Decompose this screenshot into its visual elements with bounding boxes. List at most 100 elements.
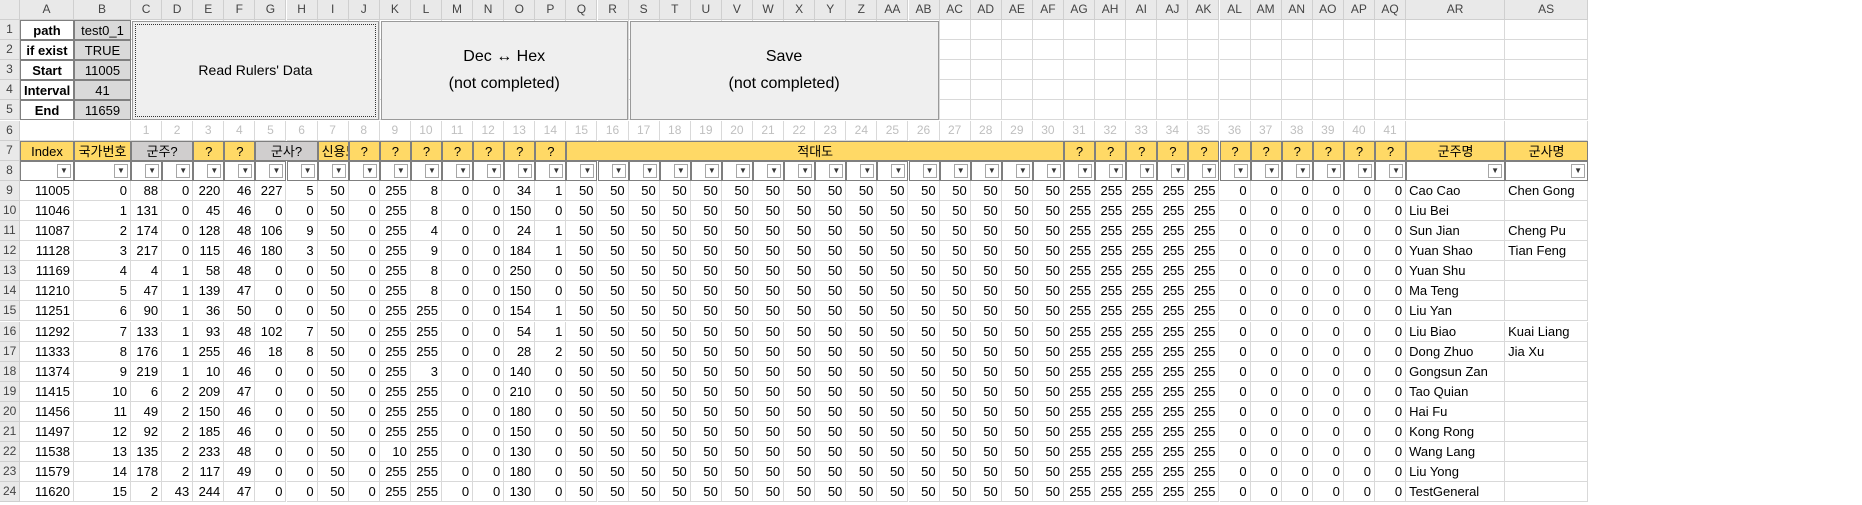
data-cell[interactable]: 0 [473,321,505,342]
data-cell[interactable]: 2 [131,482,163,503]
hostility-cell[interactable]: 50 [877,200,909,221]
data-cell[interactable]: 0 [1312,422,1344,443]
data-cell[interactable]: 58 [193,261,225,282]
hostility-cell[interactable]: 50 [970,482,1002,503]
data-cell[interactable] [1505,422,1589,443]
row-header[interactable]: 7 [0,140,20,161]
data-cell[interactable]: 0 [286,422,318,443]
hostility-cell[interactable]: 50 [628,462,660,483]
hostility-cell[interactable]: 50 [1032,442,1064,463]
grid-cell[interactable] [939,20,971,41]
data-cell[interactable]: 0 [1312,462,1344,483]
hostility-cell[interactable]: 50 [784,281,816,302]
hostility-cell[interactable]: 50 [784,180,816,201]
data-cell[interactable]: 0 [1375,200,1407,221]
column-header[interactable]: E [193,0,225,20]
hostility-cell[interactable]: 50 [597,462,629,483]
data-cell[interactable]: 255 [379,241,411,262]
data-cell[interactable]: 0 [286,381,318,402]
data-cell[interactable]: 0 [1343,341,1375,362]
data-cell[interactable]: 0 [1219,241,1251,262]
data-cell[interactable]: 255 [1188,462,1220,483]
data-cell[interactable]: 255 [1157,422,1189,443]
data-cell[interactable]: 1 [535,241,567,262]
hostility-cell[interactable]: 50 [597,401,629,422]
data-cell[interactable]: 255 [1064,221,1096,242]
hostility-cell[interactable]: 50 [690,241,722,262]
hostility-cell[interactable]: 50 [939,241,971,262]
data-cell[interactable]: 34 [504,180,536,201]
data-cell[interactable]: 46 [224,241,256,262]
hostility-cell[interactable]: 50 [784,221,816,242]
hostility-cell[interactable]: 50 [659,482,691,503]
data-cell[interactable]: 255 [1188,241,1220,262]
hostility-cell[interactable]: 50 [721,341,753,362]
data-cell[interactable]: 0 [535,462,567,483]
data-cell[interactable]: 255 [1188,301,1220,322]
filter-dropdown-icon[interactable]: ▼ [176,163,191,178]
param-value[interactable]: 41 [74,80,131,101]
data-cell[interactable]: 0 [1375,401,1407,422]
grid-cell[interactable] [1032,60,1064,81]
data-cell[interactable]: 3 [74,241,131,262]
grid-cell[interactable] [1126,100,1158,121]
hostility-cell[interactable]: 50 [908,221,940,242]
column-header[interactable]: AL [1219,0,1251,20]
data-cell[interactable]: Liu Yong [1406,462,1506,483]
data-cell[interactable]: 6 [74,301,131,322]
data-cell[interactable]: 0 [1250,462,1282,483]
data-cell[interactable]: 0 [286,401,318,422]
hostility-cell[interactable]: 50 [628,422,660,443]
data-cell[interactable]: 255 [1126,261,1158,282]
hostility-cell[interactable]: 50 [815,462,847,483]
column-header[interactable]: F [224,0,256,20]
data-cell[interactable]: 1 [162,361,194,382]
hostility-cell[interactable]: 50 [877,462,909,483]
column-header[interactable]: B [74,0,131,20]
hostility-cell[interactable]: 50 [970,341,1002,362]
filter-dropdown-icon[interactable]: ▼ [642,163,657,178]
data-cell[interactable]: 11251 [20,301,74,322]
data-cell[interactable]: 0 [1219,281,1251,302]
hostility-cell[interactable]: 50 [597,482,629,503]
data-cell[interactable]: 2 [535,341,567,362]
data-cell[interactable]: 1 [162,281,194,302]
grid-cell[interactable] [1343,40,1375,61]
hostility-cell[interactable]: 50 [566,341,598,362]
data-cell[interactable]: 135 [131,442,163,463]
data-cell[interactable]: 255 [379,180,411,201]
hostility-cell[interactable]: 50 [690,200,722,221]
data-cell[interactable]: 174 [131,221,163,242]
filter-dropdown-icon[interactable]: ▼ [1389,163,1404,178]
column-header[interactable]: J [348,0,380,20]
data-cell[interactable]: 2 [162,381,194,402]
data-cell[interactable]: 0 [286,200,318,221]
hostility-cell[interactable]: 50 [846,361,878,382]
data-cell[interactable]: 130 [504,482,536,503]
grid-cell[interactable] [1406,40,1506,61]
hostility-cell[interactable]: 50 [566,462,598,483]
data-cell[interactable]: 150 [193,401,225,422]
data-cell[interactable]: 11292 [20,321,74,342]
hostility-cell[interactable]: 50 [566,422,598,443]
hostility-cell[interactable]: 50 [846,221,878,242]
data-cell[interactable]: 0 [1219,361,1251,382]
hostility-cell[interactable]: 50 [659,321,691,342]
grid-cell[interactable] [1188,40,1220,61]
data-cell[interactable]: 92 [131,422,163,443]
column-header[interactable]: X [784,0,816,20]
grid-cell[interactable] [1312,40,1344,61]
data-cell[interactable]: 0 [1281,422,1313,443]
data-cell[interactable]: 0 [1250,381,1282,402]
data-cell[interactable]: 0 [1219,381,1251,402]
data-cell[interactable]: 0 [442,221,474,242]
data-cell[interactable]: 0 [1219,422,1251,443]
data-cell[interactable]: 49 [224,462,256,483]
row-header[interactable]: 9 [0,180,20,201]
hostility-cell[interactable]: 50 [721,241,753,262]
column-header[interactable]: AQ [1375,0,1407,20]
data-cell[interactable]: 50 [317,281,349,302]
data-cell[interactable]: 255 [1095,180,1127,201]
grid-cell[interactable] [1001,60,1033,81]
grid-cell[interactable] [1312,100,1344,121]
